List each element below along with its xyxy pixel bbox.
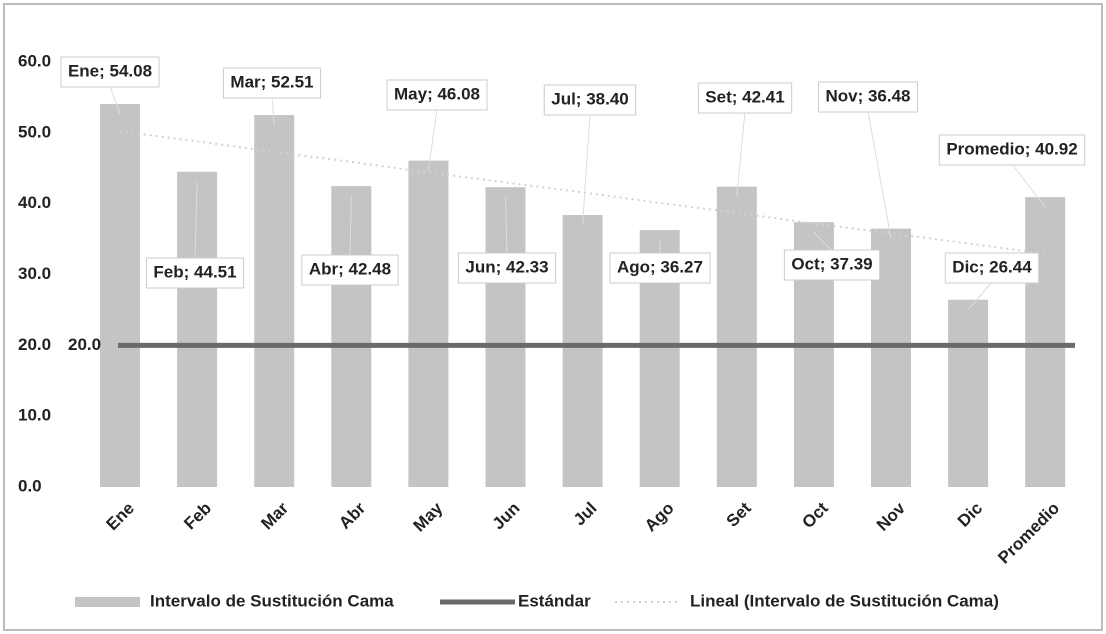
data-label: Dic; 26.44 <box>952 257 1032 276</box>
y-tick-label: 0.0 <box>18 476 42 495</box>
callout-line <box>109 85 121 115</box>
data-label: Jun; 42.33 <box>465 257 548 276</box>
data-label-box <box>386 79 488 111</box>
data-label: Nov; 36.48 <box>825 86 910 105</box>
bar <box>1025 197 1066 487</box>
y-tick-label: 40.0 <box>18 193 51 212</box>
callout-line <box>582 113 591 226</box>
bar <box>948 299 989 487</box>
y-tick-label: 10.0 <box>18 406 51 425</box>
data-label-box <box>817 81 919 113</box>
data-label-box <box>543 84 637 116</box>
data-label: Mar; 52.51 <box>230 72 313 91</box>
legend-swatch <box>75 597 140 607</box>
y-tick-label: 50.0 <box>18 122 51 141</box>
bar <box>177 171 218 488</box>
data-label: Jul; 38.40 <box>551 89 629 108</box>
data-label: Oct; 37.39 <box>791 254 872 273</box>
data-label-box <box>938 134 1086 166</box>
bar <box>485 187 526 487</box>
bar <box>331 186 372 487</box>
bar <box>408 160 449 487</box>
y-tick-label: 20.0 <box>18 335 51 354</box>
callout-line <box>349 196 352 257</box>
data-label-box <box>145 257 245 289</box>
callout-line <box>867 110 892 239</box>
legend-label: Lineal (Intervalo de Sustitución Cama) <box>690 591 999 610</box>
data-label: May; 46.08 <box>394 84 480 103</box>
data-label: Abr; 42.48 <box>309 259 391 278</box>
data-label-box <box>457 252 557 284</box>
data-label-box <box>609 252 711 284</box>
data-label-box <box>222 67 322 99</box>
callout-line <box>271 96 275 126</box>
bar <box>254 115 295 487</box>
callout-line <box>736 111 746 197</box>
y-tick-label: 30.0 <box>18 264 51 283</box>
data-label: Set; 42.41 <box>705 87 784 106</box>
callout-line <box>1011 163 1046 208</box>
callout-line <box>505 197 508 255</box>
data-label: Ago; 36.27 <box>617 257 703 276</box>
callout-line <box>427 108 438 171</box>
y-tick-label: 60.0 <box>18 51 51 70</box>
data-label-box <box>60 56 160 88</box>
bar <box>562 215 603 487</box>
data-label-box <box>783 249 881 281</box>
data-label-box <box>944 252 1040 284</box>
callout-line <box>194 181 198 260</box>
bar <box>716 186 757 488</box>
data-label: Feb; 44.51 <box>153 262 236 281</box>
legend-label: Estándar <box>518 591 591 610</box>
bar <box>100 103 140 487</box>
data-label-box <box>697 82 793 114</box>
data-label: Ene; 54.08 <box>68 61 152 80</box>
data-label-box <box>301 254 399 286</box>
data-label: Promedio; 40.92 <box>946 139 1077 158</box>
legend-label: Intervalo de Sustitución Cama <box>150 591 394 610</box>
callout-line <box>967 281 993 311</box>
callout-line <box>813 231 833 252</box>
standard-label: 20.0 <box>68 335 101 354</box>
